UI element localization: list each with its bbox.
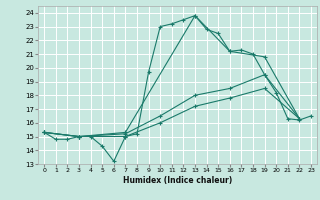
X-axis label: Humidex (Indice chaleur): Humidex (Indice chaleur) — [123, 176, 232, 185]
